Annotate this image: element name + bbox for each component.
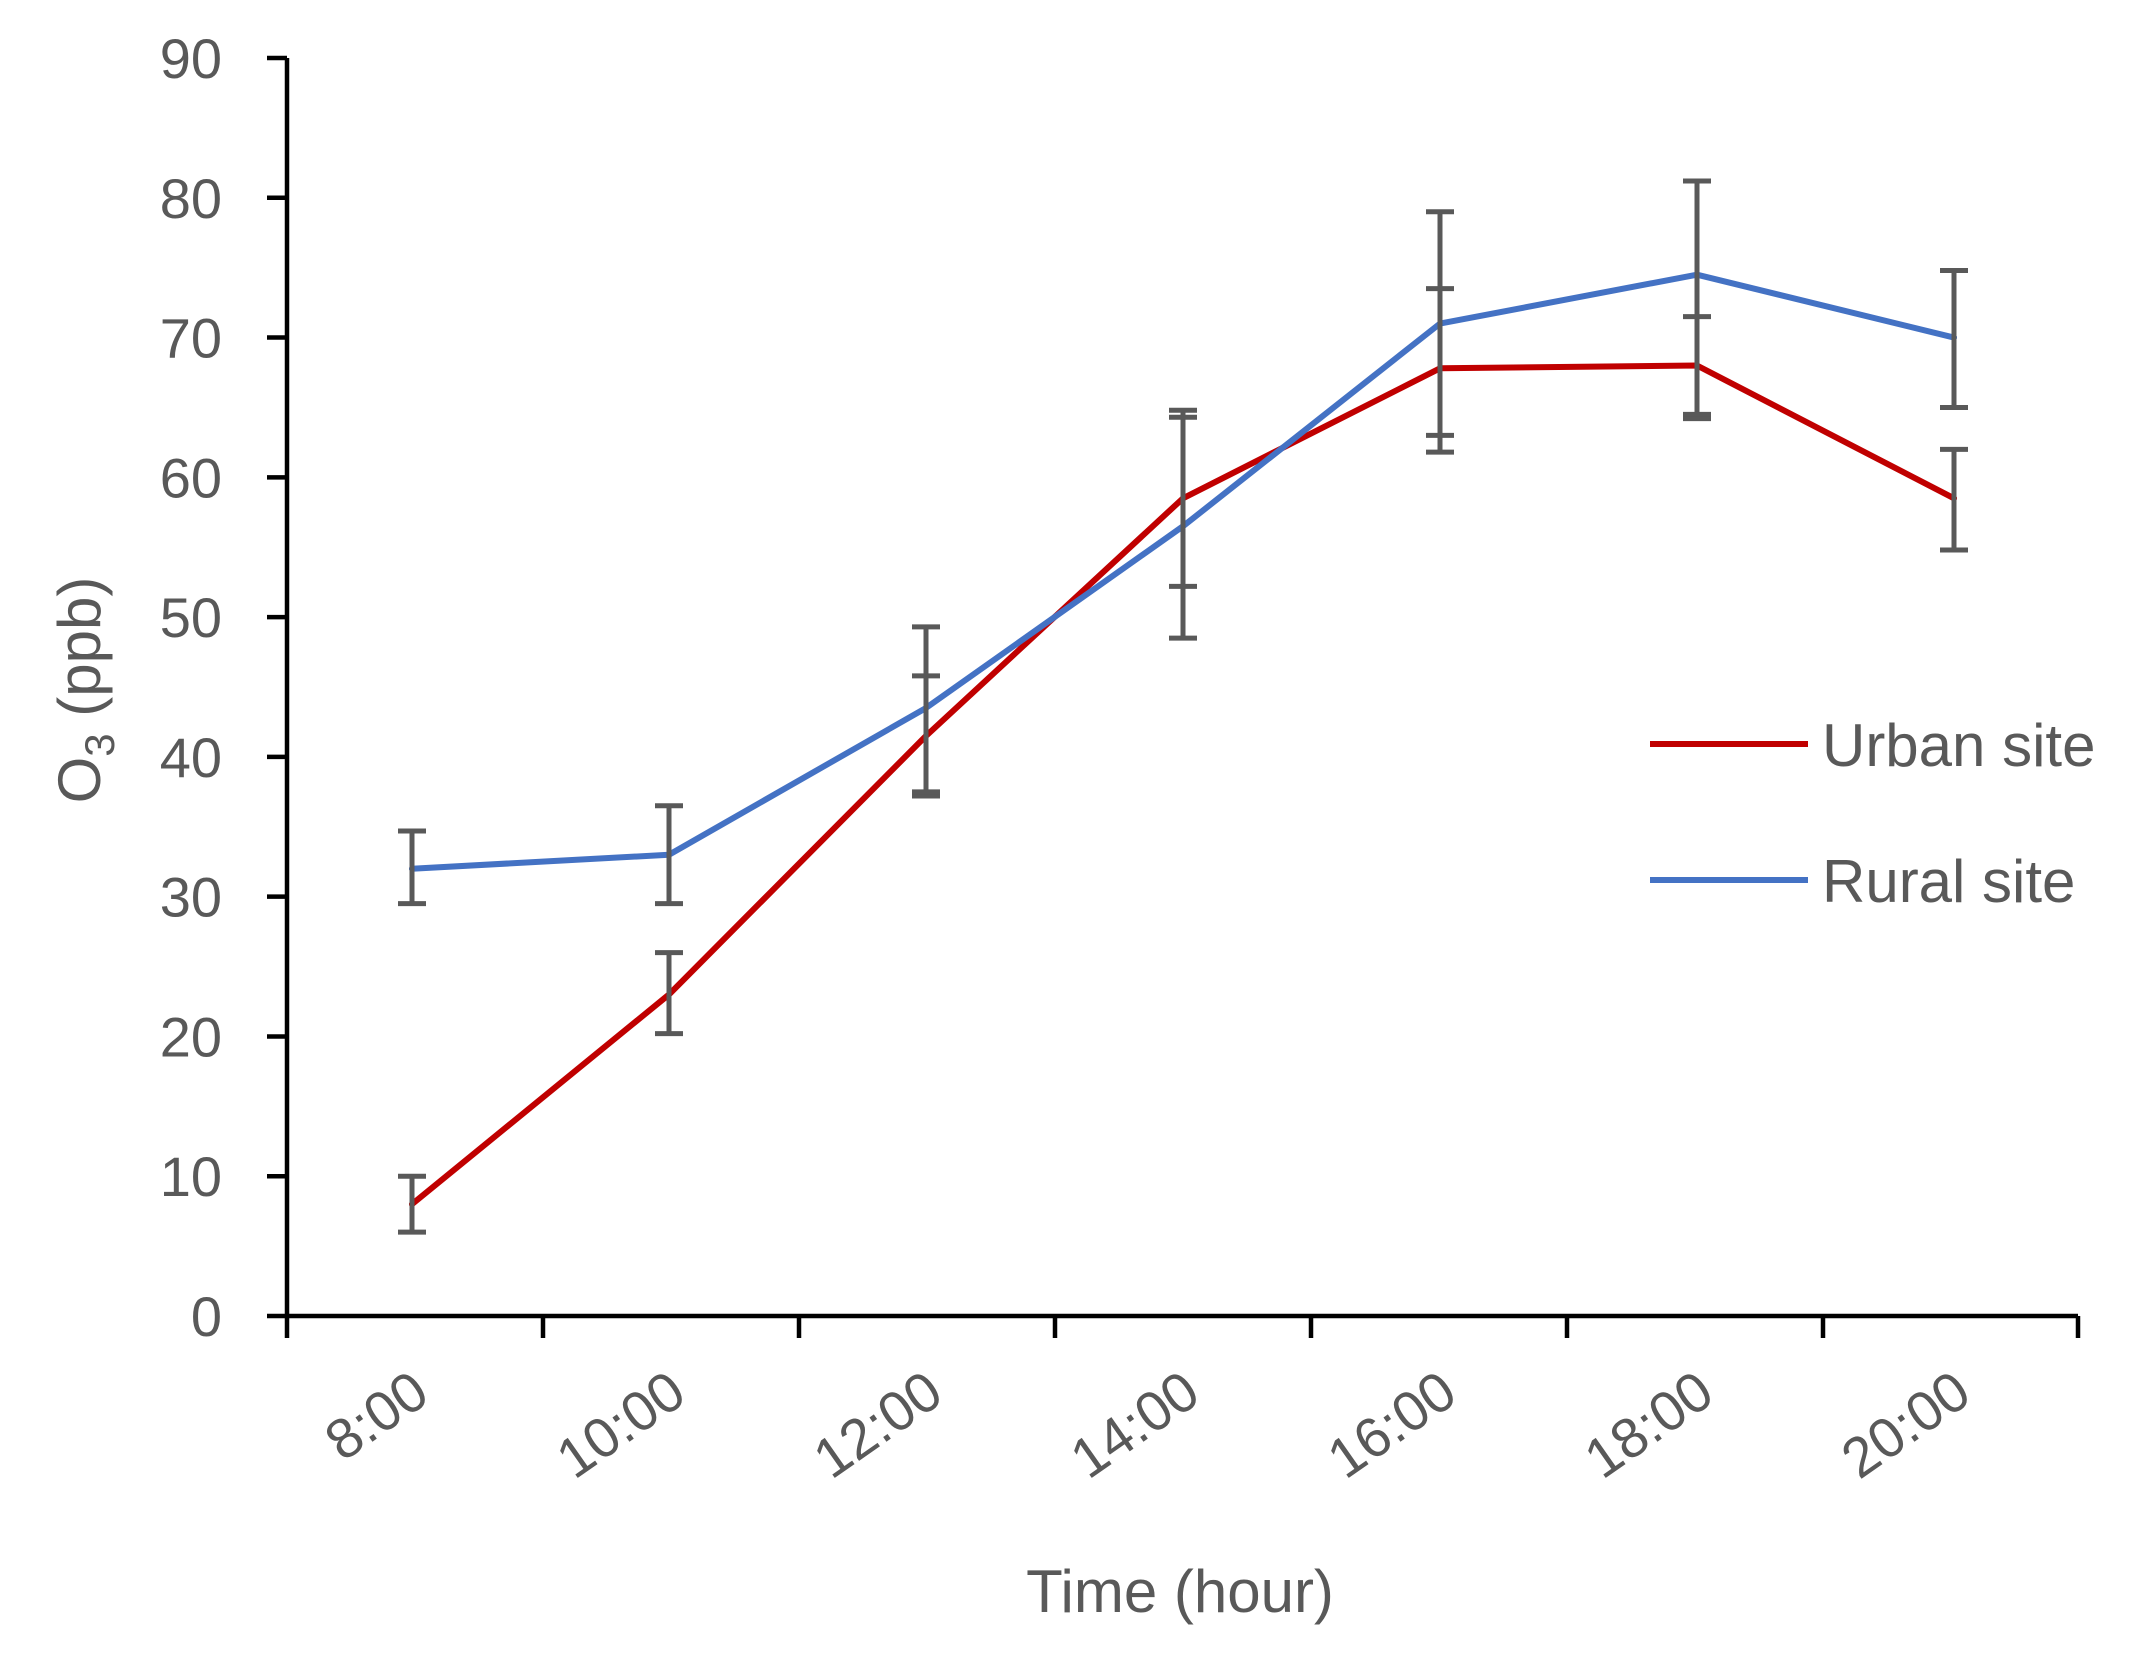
y-axis-title-subscript: 3 xyxy=(76,733,123,756)
y-tick-label: 30 xyxy=(160,866,222,929)
legend: Urban site Rural site xyxy=(1650,712,2095,915)
x-tick-label: 20:00 xyxy=(1830,1358,1981,1490)
y-axis-title: O3 (ppb) xyxy=(46,577,123,804)
y-tick-label: 90 xyxy=(160,27,222,90)
x-axis-title: Time (hour) xyxy=(1026,1558,1334,1625)
y-tick-label: 60 xyxy=(160,446,222,509)
y-tick-label: 20 xyxy=(160,1005,222,1068)
y-tick-labels: 0 10 20 30 40 50 60 70 80 90 xyxy=(160,27,222,1348)
y-tick-label: 0 xyxy=(191,1285,222,1348)
x-tick-label: 18:00 xyxy=(1573,1358,1724,1490)
legend-label-rural: Rural site xyxy=(1822,848,2075,915)
x-tick-label: 8:00 xyxy=(313,1358,438,1472)
x-tick-label: 10:00 xyxy=(545,1358,696,1490)
y-tick-label: 40 xyxy=(160,726,222,789)
y-tick-label: 80 xyxy=(160,167,222,230)
error-bars xyxy=(398,178,1968,1235)
axis-ticks xyxy=(267,55,2081,1338)
y-tick-label: 70 xyxy=(160,307,222,370)
x-tick-label: 12:00 xyxy=(802,1358,953,1490)
x-tick-labels: 8:00 10:00 12:00 14:00 16:00 18:00 20:00 xyxy=(313,1358,1980,1490)
y-axis-title-suffix: (ppb) xyxy=(46,577,113,734)
y-tick-label: 10 xyxy=(160,1145,222,1208)
x-tick-label: 16:00 xyxy=(1316,1358,1467,1490)
legend-label-urban: Urban site xyxy=(1822,712,2095,779)
x-tick-label: 14:00 xyxy=(1059,1358,1210,1490)
y-tick-label: 50 xyxy=(160,586,222,649)
